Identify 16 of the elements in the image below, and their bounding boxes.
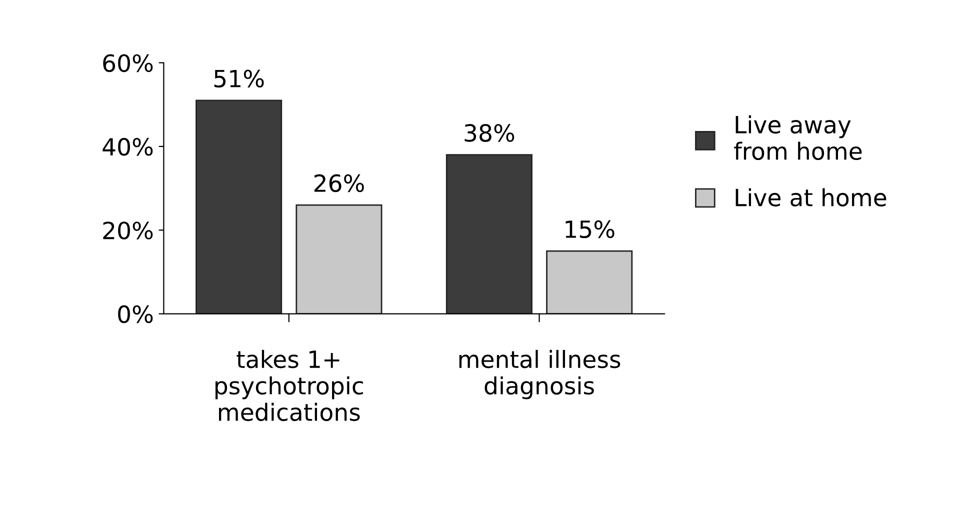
- bar: [546, 250, 633, 314]
- x-tick-label: mental illness diagnosis: [459, 350, 620, 400]
- legend-label: Live at home: [736, 188, 886, 206]
- data-label: 38%: [464, 124, 514, 142]
- y-tick-label: 0%: [118, 305, 153, 324]
- y-tick-label: 20%: [103, 222, 153, 240]
- data-label: 26%: [314, 174, 364, 192]
- x-tick-label: takes 1+ psychotropic medications: [216, 350, 363, 422]
- bar: [196, 100, 282, 314]
- legend-label: Live away from home: [734, 115, 862, 160]
- y-tick-label: 60%: [103, 54, 153, 72]
- y-tick-label: 40%: [102, 138, 153, 156]
- data-label: 51%: [214, 70, 264, 88]
- bar: [296, 204, 382, 314]
- data-label: 15%: [566, 220, 614, 238]
- bar: [446, 154, 532, 314]
